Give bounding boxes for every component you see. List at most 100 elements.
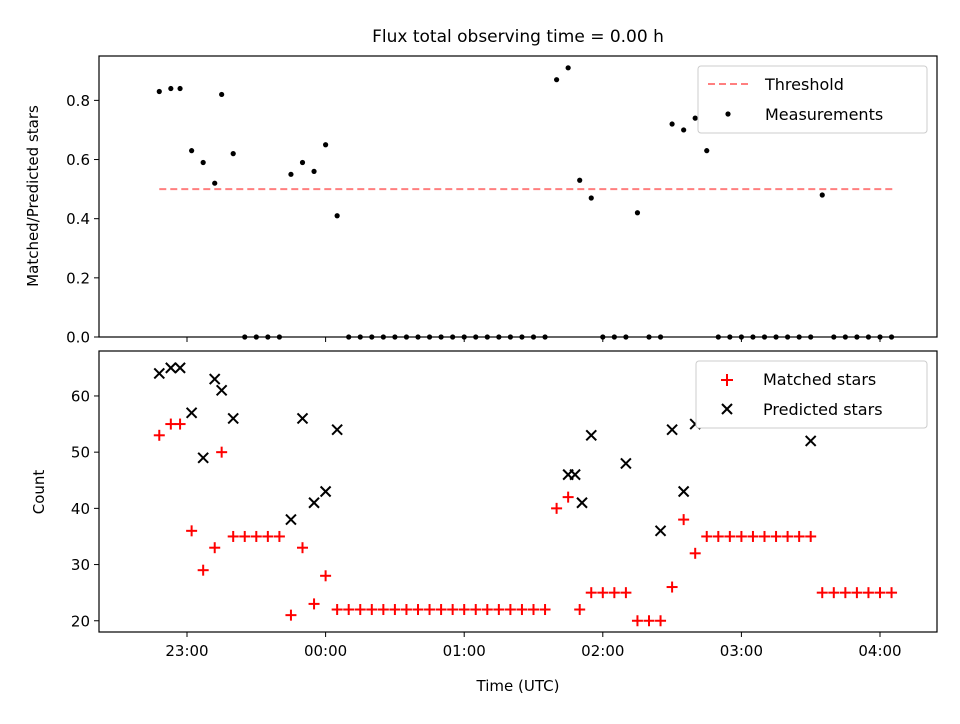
measurement-point	[212, 180, 218, 186]
bottom-y-tick-label: 20	[71, 612, 90, 630]
measurement-point	[704, 148, 710, 154]
legend-predicted-label: Predicted stars	[763, 400, 883, 419]
matched-stars-point	[689, 547, 701, 559]
matched-stars-point	[377, 604, 389, 616]
measurement-point	[403, 334, 410, 340]
measurement-point	[750, 334, 756, 340]
measurement-point	[669, 121, 675, 127]
measurement-point	[450, 334, 456, 340]
legend-threshold-label: Threshold	[764, 75, 844, 94]
matched-stars-point	[504, 604, 516, 616]
matched-stars-point	[285, 609, 297, 621]
matched-stars-point	[666, 581, 678, 593]
measurement-point	[253, 334, 259, 340]
top-y-axis: 0.0 0.2 0.4 0.6 0.8	[66, 92, 99, 347]
matched-stars-point	[805, 530, 817, 542]
matched-stars-point	[153, 429, 165, 441]
matched-stars-point	[389, 604, 401, 616]
measurement-point	[831, 334, 837, 340]
matched-stars-point	[262, 530, 274, 542]
matched-stars-point	[209, 542, 221, 554]
matched-stars-point	[735, 530, 747, 542]
predicted-stars-point	[285, 513, 297, 526]
measurement-point	[888, 334, 895, 340]
x-tick-label: 00:00	[304, 642, 347, 660]
bottom-y-tick-label: 40	[71, 500, 90, 518]
measurement-point	[276, 334, 282, 340]
predicted-stars-point	[209, 373, 221, 385]
measurement-point	[796, 334, 802, 340]
predicted-stars-point	[308, 497, 320, 509]
x-axis-label: Time (UTC)	[476, 677, 560, 695]
measurement-point	[323, 142, 329, 148]
predicted-stars-point	[585, 429, 597, 442]
top-plot-area	[156, 65, 897, 340]
top-y-tick-label: 0.4	[66, 210, 90, 228]
measurement-point	[392, 334, 398, 340]
bottom-y-axis-label: Count	[30, 470, 48, 515]
matched-stars-point	[816, 587, 828, 599]
top-legend: Threshold Measurements	[697, 65, 928, 134]
predicted-stars-point	[666, 423, 678, 436]
matched-stars-point	[528, 604, 539, 616]
legend-measurements-swatch	[725, 111, 731, 117]
matched-stars-point	[574, 604, 586, 616]
measurement-point	[842, 334, 848, 340]
measurement-point	[507, 334, 513, 340]
measurement-point	[634, 210, 641, 216]
measurement-point	[600, 334, 606, 340]
measurement-point	[156, 88, 162, 95]
measurement-point	[288, 171, 294, 177]
matched-stars-point	[447, 604, 459, 616]
legend-matched-label: Matched stars	[763, 370, 876, 389]
predicted-stars-point	[197, 452, 209, 464]
measurement-point	[177, 85, 183, 92]
measurement-point	[692, 115, 698, 121]
measurement-point	[357, 334, 363, 340]
x-tick-label: 02:00	[581, 642, 624, 660]
matched-stars-point	[759, 530, 770, 542]
measurement-point	[189, 148, 195, 154]
bottom-plot-area	[153, 362, 898, 627]
bottom-y-axis: 20 30 40 50 60	[71, 387, 99, 630]
measurement-point	[623, 334, 629, 340]
legend-measurements-label: Measurements	[765, 105, 883, 124]
measurement-point	[299, 159, 306, 166]
matched-stars-point	[608, 587, 620, 599]
matched-stars-point	[186, 525, 198, 537]
measurement-point	[519, 334, 525, 340]
matched-stars-point	[782, 530, 794, 542]
matched-stars-point	[770, 530, 782, 542]
predicted-stars-point	[227, 412, 239, 425]
top-plot-frame	[98, 55, 938, 338]
measurement-point	[761, 334, 768, 340]
measurement-point	[438, 334, 444, 340]
measurement-point	[865, 334, 872, 340]
predicted-stars-point	[804, 435, 817, 447]
matched-stars-point	[239, 530, 251, 542]
measurement-point	[773, 334, 779, 340]
measurement-point	[530, 334, 537, 340]
matched-stars-point	[701, 530, 713, 542]
bottom-x-axis: 23:00 00:00 01:00 02:00 03:00 04:00	[165, 632, 902, 660]
measurement-point	[200, 159, 206, 166]
matched-stars-point	[435, 604, 447, 616]
matched-stars-point	[331, 604, 343, 616]
measurement-point	[611, 334, 617, 340]
predicted-stars-point	[174, 362, 186, 374]
x-tick-label: 03:00	[720, 642, 763, 660]
measurement-point	[461, 334, 467, 340]
matched-stars-point	[308, 598, 320, 610]
top-panel: 0.0 0.2 0.4 0.6 0.8 Matched/Predicted stars	[24, 55, 938, 347]
matched-stars-point	[874, 587, 886, 599]
matched-stars-point	[793, 530, 805, 542]
measurement-point	[588, 195, 594, 201]
matched-stars-point	[424, 604, 436, 616]
predicted-stars-point	[319, 485, 332, 498]
predicted-stars-point	[620, 457, 632, 470]
measurement-point	[265, 334, 271, 340]
measurement-point	[542, 334, 548, 340]
measurement-point	[808, 334, 814, 340]
matched-stars-point	[227, 530, 239, 542]
matched-stars-point	[516, 604, 528, 616]
